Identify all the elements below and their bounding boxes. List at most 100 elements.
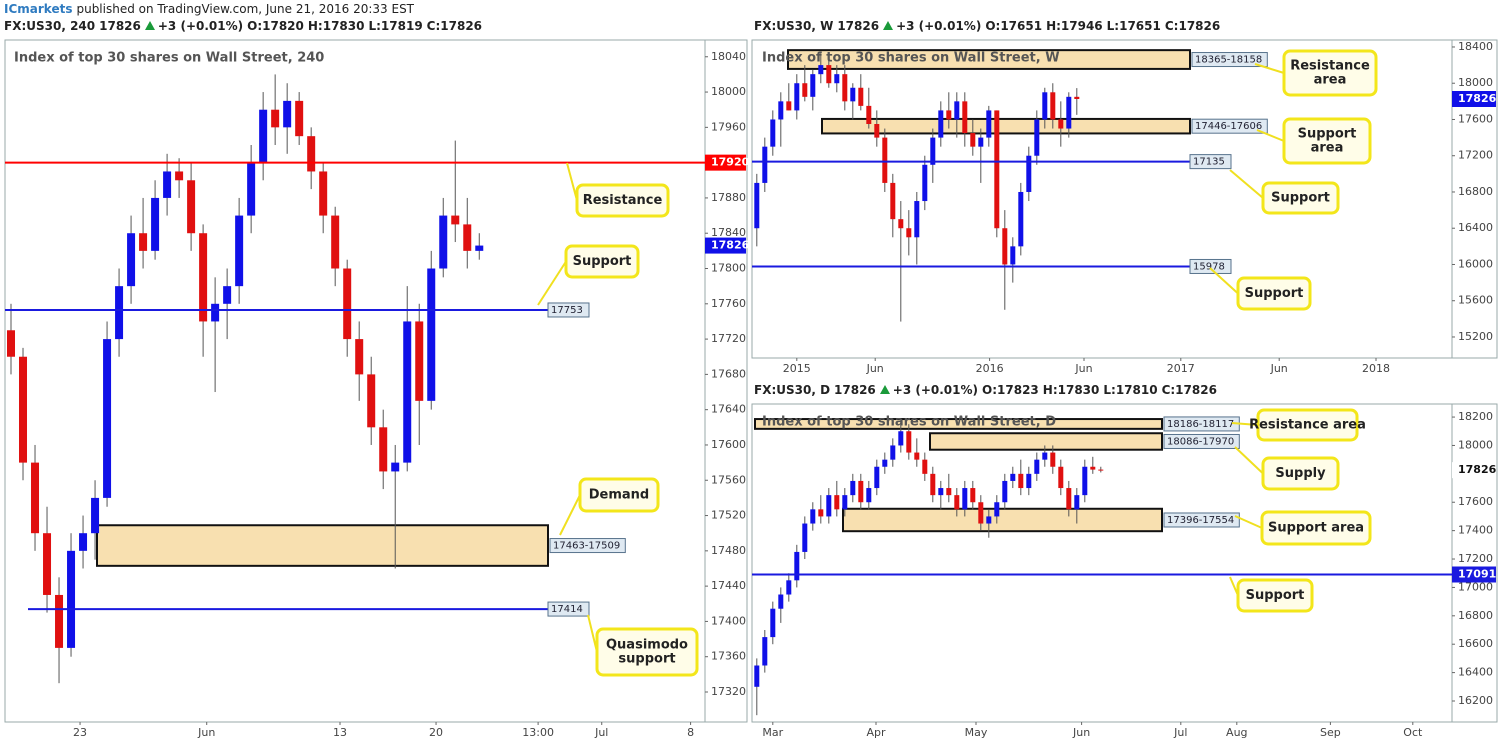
y-tick-label: 17200 bbox=[1458, 552, 1493, 565]
level-tag bbox=[547, 601, 590, 617]
y-tick-label: 16400 bbox=[1458, 221, 1493, 234]
x-tick-label: Aug bbox=[1226, 726, 1247, 739]
y-tick-label: 17320 bbox=[711, 685, 746, 698]
callout-box bbox=[1261, 456, 1340, 491]
y-tick-label: 18000 bbox=[1458, 438, 1493, 451]
candle-body bbox=[762, 146, 768, 183]
panel-header: FX:US30, 240 17826 +3 (+0.01%) O:17820 H:178… bbox=[4, 19, 486, 33]
y-tick-label: 17600 bbox=[1458, 112, 1493, 125]
y-tick-label: 17480 bbox=[711, 544, 746, 557]
candle-body bbox=[898, 219, 904, 229]
candle-body bbox=[79, 533, 88, 551]
last-price-tag bbox=[1452, 462, 1496, 479]
candle-body bbox=[331, 215, 340, 269]
x-tick-label: Mar bbox=[762, 726, 783, 739]
plot bbox=[5, 74, 705, 684]
zone-tag-label: 17446-17606 bbox=[1195, 121, 1262, 132]
candle-body bbox=[355, 339, 364, 375]
candle-body bbox=[890, 445, 896, 460]
candle-body bbox=[962, 101, 968, 134]
x-tick-label: 13 bbox=[333, 726, 347, 739]
quote: O:17820 bbox=[247, 19, 304, 33]
x-tick-label: Jul bbox=[1173, 726, 1187, 739]
candle-body bbox=[754, 182, 760, 229]
zone-tag bbox=[1163, 433, 1240, 449]
quote: L:17819 bbox=[368, 19, 423, 33]
zone-tag-label: 18365-18158 bbox=[1195, 55, 1262, 66]
candle-body bbox=[1050, 452, 1056, 467]
zone-tag-label: 18186-18117 bbox=[1167, 419, 1234, 430]
candle-body bbox=[259, 109, 268, 163]
candle-body bbox=[930, 137, 936, 165]
candle-body bbox=[307, 136, 316, 172]
candle-body bbox=[103, 339, 112, 498]
last: 17826 bbox=[837, 19, 880, 33]
x-tick-label: Jun bbox=[1072, 726, 1090, 739]
x-tick-label: 2016 bbox=[976, 362, 1004, 375]
zone bbox=[96, 524, 549, 567]
candle-body bbox=[1082, 466, 1088, 496]
up-arrow bbox=[144, 21, 155, 30]
callout-text: area bbox=[1311, 141, 1344, 156]
x-tick-label: Jun bbox=[197, 726, 215, 739]
candle-body bbox=[970, 133, 976, 147]
y-tick-label: 18400 bbox=[1458, 40, 1493, 53]
callout-pointer bbox=[1209, 267, 1239, 295]
candle-body bbox=[139, 233, 148, 251]
change: +3 (+0.01%) bbox=[157, 19, 244, 33]
callout-text: support bbox=[618, 652, 675, 667]
candle-body bbox=[770, 608, 776, 638]
published: published on TradingView.com, June 21, 2… bbox=[76, 2, 415, 16]
candle-body bbox=[858, 480, 864, 503]
candle-body bbox=[802, 83, 808, 97]
symbol: FX:US30, D bbox=[754, 383, 831, 397]
y-tick-label: 17400 bbox=[711, 614, 746, 627]
x-tick-label: Oct bbox=[1403, 726, 1423, 739]
candle-body bbox=[906, 228, 912, 238]
y-tick-label: 17600 bbox=[1458, 495, 1493, 508]
candle-body bbox=[91, 497, 100, 534]
callout-box bbox=[1260, 510, 1372, 546]
plot bbox=[752, 418, 1452, 716]
price-tag bbox=[1452, 566, 1496, 583]
callout-pointer bbox=[1254, 63, 1285, 74]
candle-body bbox=[922, 164, 928, 202]
candle-body bbox=[199, 233, 208, 322]
candle-body bbox=[938, 488, 944, 496]
candle-body bbox=[978, 137, 984, 147]
chart-title: Index of top 30 shares on Wall Street, W bbox=[762, 51, 1060, 66]
chart-title: Index of top 30 shares on Wall Street, 2… bbox=[14, 51, 324, 66]
callout-box bbox=[1282, 49, 1378, 97]
candle-body bbox=[874, 124, 880, 138]
y-tick-label: 15200 bbox=[1458, 330, 1493, 343]
candle-body bbox=[295, 100, 304, 137]
zone-tag-label: 17463-17509 bbox=[553, 541, 620, 552]
candle-body bbox=[1066, 488, 1072, 510]
candle-body bbox=[43, 533, 52, 595]
candle-body bbox=[1018, 473, 1024, 489]
zone bbox=[821, 117, 1191, 135]
y-tick-label: 16200 bbox=[1458, 694, 1493, 707]
y-tick-label: 17680 bbox=[711, 367, 746, 380]
x-tick-label: 2015 bbox=[783, 362, 811, 375]
candle-body bbox=[1034, 119, 1040, 156]
callout-pointer bbox=[566, 162, 578, 201]
plot-area bbox=[751, 403, 1453, 723]
candle-body bbox=[415, 321, 424, 401]
callout-box bbox=[564, 244, 640, 279]
candle-body bbox=[127, 233, 136, 287]
callout-pointer bbox=[559, 494, 581, 536]
candle-body bbox=[1090, 466, 1096, 470]
candle-body bbox=[890, 182, 896, 220]
candle-body bbox=[922, 459, 928, 474]
candle-body bbox=[994, 502, 1000, 517]
candle-body bbox=[986, 516, 992, 524]
candle-body bbox=[946, 110, 952, 120]
y-tick-label: 16600 bbox=[1458, 637, 1493, 650]
chart-title: Index of top 30 shares on Wall Street, D bbox=[762, 415, 1056, 430]
price-tag bbox=[705, 154, 746, 171]
callout-text: Support bbox=[1271, 191, 1330, 206]
y-tick-label: 17640 bbox=[711, 403, 746, 416]
